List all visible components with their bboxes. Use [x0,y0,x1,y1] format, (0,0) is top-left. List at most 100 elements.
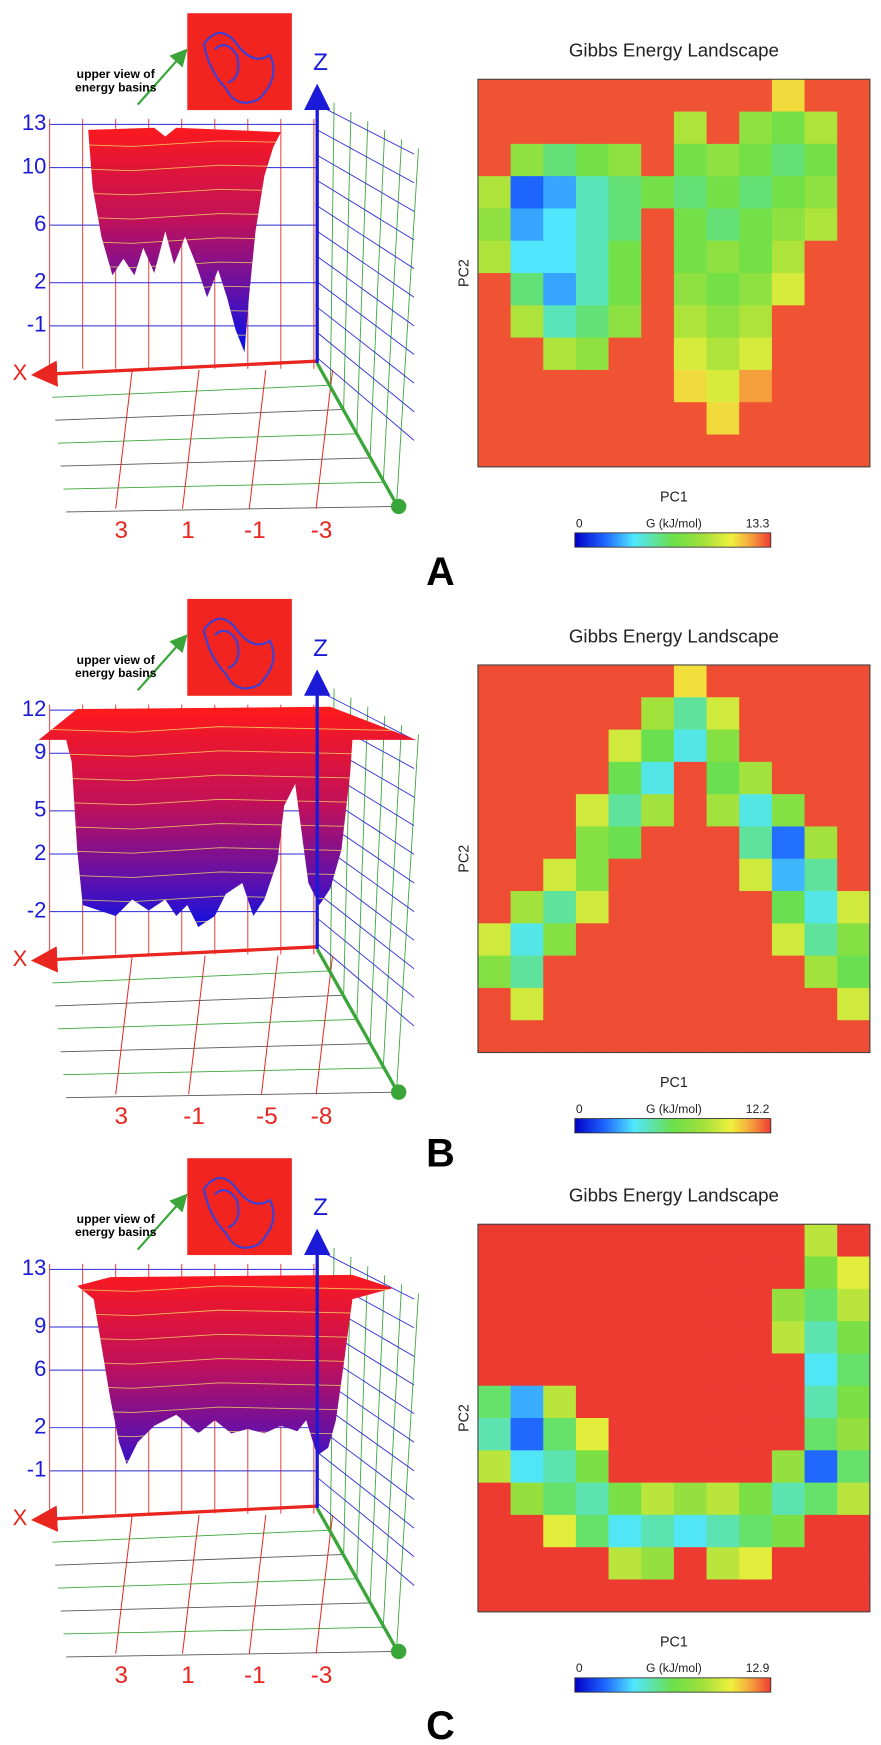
x-tick-label: 1 [181,517,194,544]
heatmap-cell [510,794,544,827]
heatmap-cell [706,1482,740,1516]
y-axis-label: PC2 [457,845,473,873]
heatmap-cell [575,987,610,1021]
floor-line [55,1554,342,1566]
heatmap-cell [706,664,740,698]
annotation: energy basins [75,666,157,680]
heatmap-cell [771,664,806,698]
grid-line [182,369,200,509]
heatmap-cell [739,1579,773,1613]
heatmap-cell [771,923,806,957]
heatmap-cell [804,369,838,403]
wall-line [316,129,415,184]
heatmap-cell [608,891,642,924]
heatmap-cell [543,761,577,795]
floor-line [66,1091,397,1099]
heatmap-cell [739,208,773,242]
heatmap-cell [739,826,773,860]
heatmap-cell [804,1020,838,1054]
heatmap-cell [575,955,610,989]
wall-line [316,1249,415,1300]
heatmap-cell [771,1547,806,1581]
heatmap-cell [739,369,773,403]
heatmap-cell [771,1256,806,1290]
heatmap-cell [510,1256,544,1290]
heatmap-cell [575,1482,610,1516]
heatmap-cell [575,664,610,698]
heatmap-cell [477,1450,512,1484]
heatmap-cell [706,761,740,795]
heatmap-cell [641,858,675,892]
heatmap-cell [706,402,740,436]
heatmap-cell [608,1418,642,1451]
heatmap-cell [477,1418,512,1451]
colorbar [574,1677,772,1693]
heatmap-cell [608,987,642,1021]
heatmap-cell [739,1385,773,1419]
energy-surface [88,127,281,353]
heatmap-cell [804,434,838,468]
heatmap-cell [477,858,512,892]
heatmap-cell [641,697,675,731]
heatmap-cell [837,337,871,371]
heatmap-cell [477,1514,512,1548]
heatmap-cell [510,697,544,731]
heatmap-cell [510,1579,544,1613]
heatmap-cell [575,1020,610,1054]
wall-line [382,1284,403,1628]
heatmap-cell [641,1385,675,1419]
wall-line [382,139,403,483]
heatmap-cell [706,337,740,371]
heatmap-cell [706,1321,740,1354]
heatmap-cell [739,305,773,339]
x-tick-label: -1 [183,1103,205,1130]
heatmap-cell [608,273,642,306]
floor-line [63,481,383,490]
grid-line [315,1514,334,1654]
heatmap-cell [673,1321,708,1354]
heatmap-cell [641,794,675,827]
heatmap-cell [510,1353,544,1387]
heatmap-cell [543,240,577,274]
heatmap-cell [608,1224,642,1258]
heatmap-cell [543,987,577,1021]
heatmap-cell [641,402,675,436]
wall-line [369,130,386,459]
heatmap-cell [608,1256,642,1290]
heatmap-cell [771,794,806,827]
heatmap-cell [804,402,838,436]
wall-line [382,725,403,1069]
heatmap-cell [543,273,577,306]
heatmap-cell [837,402,871,436]
heatmap-cell [837,143,871,177]
chart-title: Gibbs Energy Landscape [569,40,779,61]
heatmap-cell [739,729,773,763]
heatmap-cell [673,305,708,339]
heatmap-cell [575,369,610,403]
heatmap-cell [641,955,675,989]
grid-line [188,955,206,1095]
heatmap-cell [510,369,544,403]
heatmap-cell [739,923,773,957]
heatmap-cell [641,664,675,698]
floor-line [55,409,342,421]
heatmap-cell [608,1482,642,1516]
contour-line [38,847,417,854]
floor-line [52,384,328,398]
heatmap-cell [837,664,871,698]
heatmap-cell [706,1385,740,1419]
heatmap-cell [771,1450,806,1484]
heatmap-cell [543,1450,577,1484]
x-axis-label: X [13,360,28,385]
heatmap-cell [477,1482,512,1516]
heatmap-cell [510,858,544,892]
heatmap-cell [739,1288,773,1322]
heatmap-cell [739,794,773,827]
heatmap-cell [804,143,838,177]
heatmap-cell [608,240,642,274]
colorbar-label: G (kJ/mol) [646,516,702,530]
panel-label: B [426,1131,455,1175]
heatmap-cell [804,761,838,795]
y-axis [315,362,398,506]
heatmap-cell [706,111,740,145]
